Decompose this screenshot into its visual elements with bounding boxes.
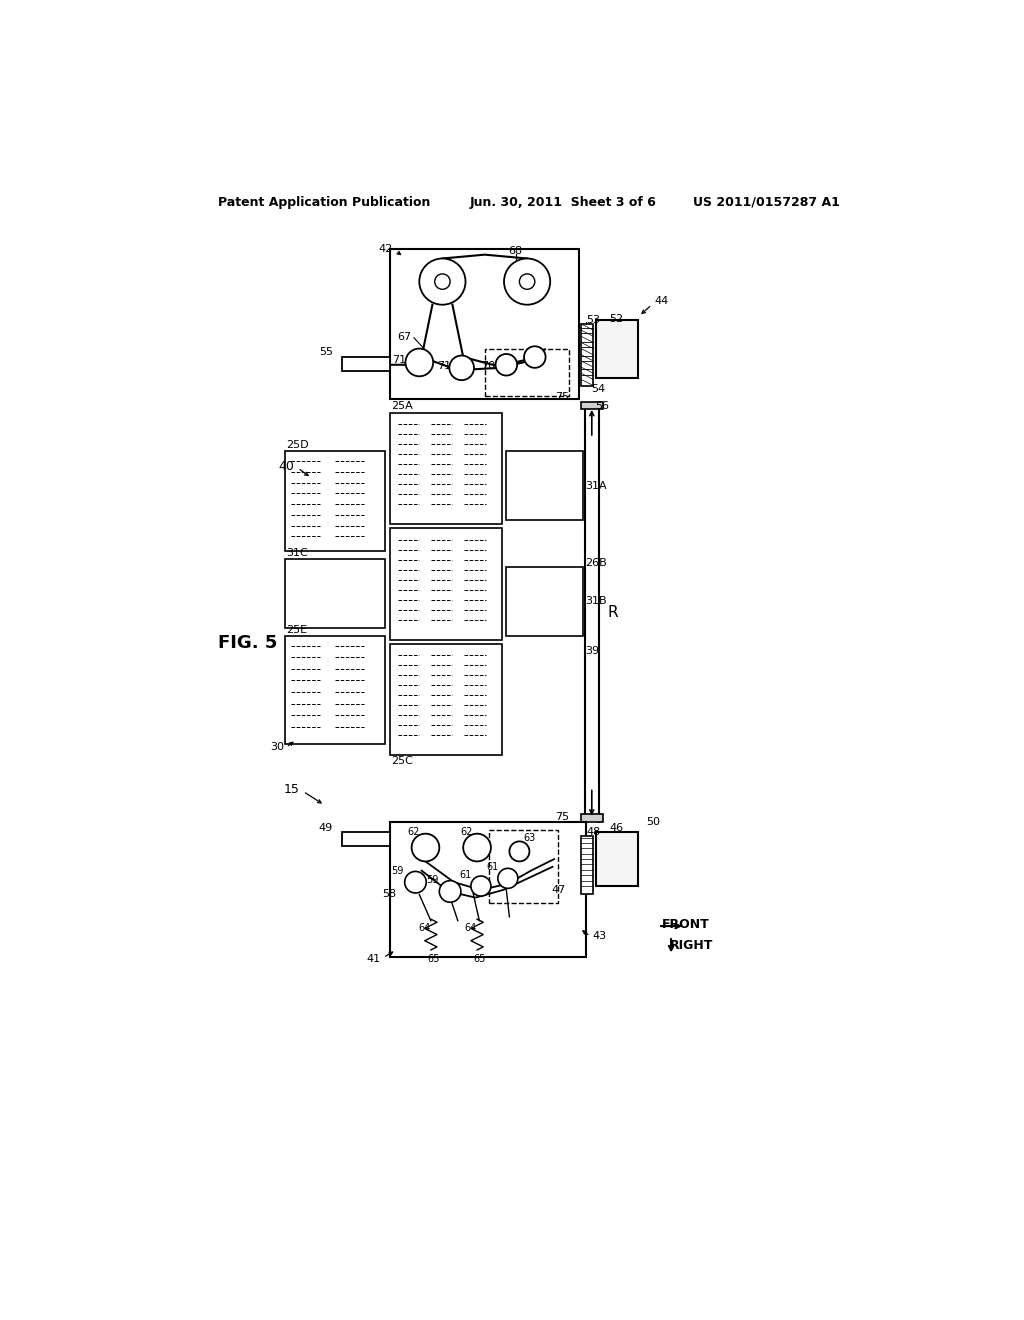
Circle shape xyxy=(419,259,466,305)
Bar xyxy=(596,832,638,886)
Text: 75: 75 xyxy=(555,392,569,403)
Text: 65: 65 xyxy=(473,954,485,964)
Text: 25A: 25A xyxy=(391,401,414,412)
Text: 58: 58 xyxy=(382,888,396,899)
Text: 71: 71 xyxy=(437,362,451,371)
Text: 43: 43 xyxy=(593,931,606,941)
Bar xyxy=(506,566,583,636)
Text: 59: 59 xyxy=(391,866,403,875)
Bar xyxy=(390,644,502,755)
Text: 30: 30 xyxy=(270,742,285,752)
Text: 25D: 25D xyxy=(286,440,308,450)
Text: 48: 48 xyxy=(587,828,601,837)
Circle shape xyxy=(471,876,490,896)
Bar xyxy=(484,350,569,396)
Text: 52: 52 xyxy=(609,314,624,323)
Bar xyxy=(390,413,502,524)
Bar xyxy=(581,401,602,409)
Text: 70: 70 xyxy=(481,362,496,371)
Text: Jun. 30, 2011  Sheet 3 of 6: Jun. 30, 2011 Sheet 3 of 6 xyxy=(469,195,656,209)
Text: 64: 64 xyxy=(419,924,431,933)
Text: 31C: 31C xyxy=(286,548,308,557)
Bar xyxy=(506,451,583,520)
Circle shape xyxy=(404,871,426,892)
Text: 40: 40 xyxy=(279,459,295,473)
Circle shape xyxy=(519,275,535,289)
Circle shape xyxy=(509,841,529,862)
Bar xyxy=(581,814,602,822)
Bar xyxy=(342,358,390,371)
Text: 68: 68 xyxy=(509,246,522,256)
Bar xyxy=(285,451,385,552)
Bar xyxy=(390,249,579,400)
Text: 67: 67 xyxy=(397,333,412,342)
Text: 44: 44 xyxy=(654,296,669,306)
Text: 41: 41 xyxy=(367,954,381,964)
Text: 31A: 31A xyxy=(585,480,606,491)
Text: 63: 63 xyxy=(523,833,536,843)
Text: 62: 62 xyxy=(407,828,419,837)
Text: 56: 56 xyxy=(595,401,609,412)
Text: 61: 61 xyxy=(486,862,499,871)
Circle shape xyxy=(406,348,433,376)
Text: 26B: 26B xyxy=(585,557,606,568)
Text: 64: 64 xyxy=(465,924,477,933)
Text: 62: 62 xyxy=(461,828,473,837)
Text: 65: 65 xyxy=(427,954,439,964)
Bar xyxy=(285,636,385,743)
Text: 42: 42 xyxy=(378,244,392,255)
Circle shape xyxy=(498,869,518,888)
Circle shape xyxy=(524,346,546,368)
Text: 46: 46 xyxy=(609,824,624,833)
Text: 75: 75 xyxy=(555,812,569,822)
Bar xyxy=(390,528,502,640)
Text: RIGHT: RIGHT xyxy=(670,939,713,952)
Bar xyxy=(581,323,593,385)
Circle shape xyxy=(463,834,490,862)
Text: 39: 39 xyxy=(585,647,599,656)
Text: US 2011/0157287 A1: US 2011/0157287 A1 xyxy=(692,195,840,209)
Text: 54: 54 xyxy=(591,384,605,395)
Text: 31B: 31B xyxy=(585,597,606,606)
Bar xyxy=(596,321,638,378)
Bar xyxy=(390,822,587,957)
Text: FRONT: FRONT xyxy=(662,917,710,931)
Text: 47: 47 xyxy=(551,884,565,895)
Text: 25E: 25E xyxy=(286,624,307,635)
Circle shape xyxy=(439,880,461,903)
Text: 71: 71 xyxy=(392,355,407,366)
Bar xyxy=(581,836,593,894)
Text: 59: 59 xyxy=(426,875,438,884)
Bar xyxy=(285,558,385,628)
Circle shape xyxy=(435,275,451,289)
Text: Patent Application Publication: Patent Application Publication xyxy=(217,195,430,209)
Circle shape xyxy=(496,354,517,376)
Text: 53: 53 xyxy=(587,315,600,325)
Text: 49: 49 xyxy=(318,824,333,833)
Text: R: R xyxy=(608,605,618,620)
Text: 50: 50 xyxy=(646,817,660,828)
Bar xyxy=(488,830,558,903)
Circle shape xyxy=(450,355,474,380)
Text: 55: 55 xyxy=(319,347,333,358)
Text: 61: 61 xyxy=(460,870,472,879)
Text: FIG. 5: FIG. 5 xyxy=(217,635,276,652)
Circle shape xyxy=(412,834,439,862)
Text: 15: 15 xyxy=(284,783,300,796)
Circle shape xyxy=(504,259,550,305)
Bar xyxy=(342,832,390,846)
Text: 25C: 25C xyxy=(391,756,414,767)
